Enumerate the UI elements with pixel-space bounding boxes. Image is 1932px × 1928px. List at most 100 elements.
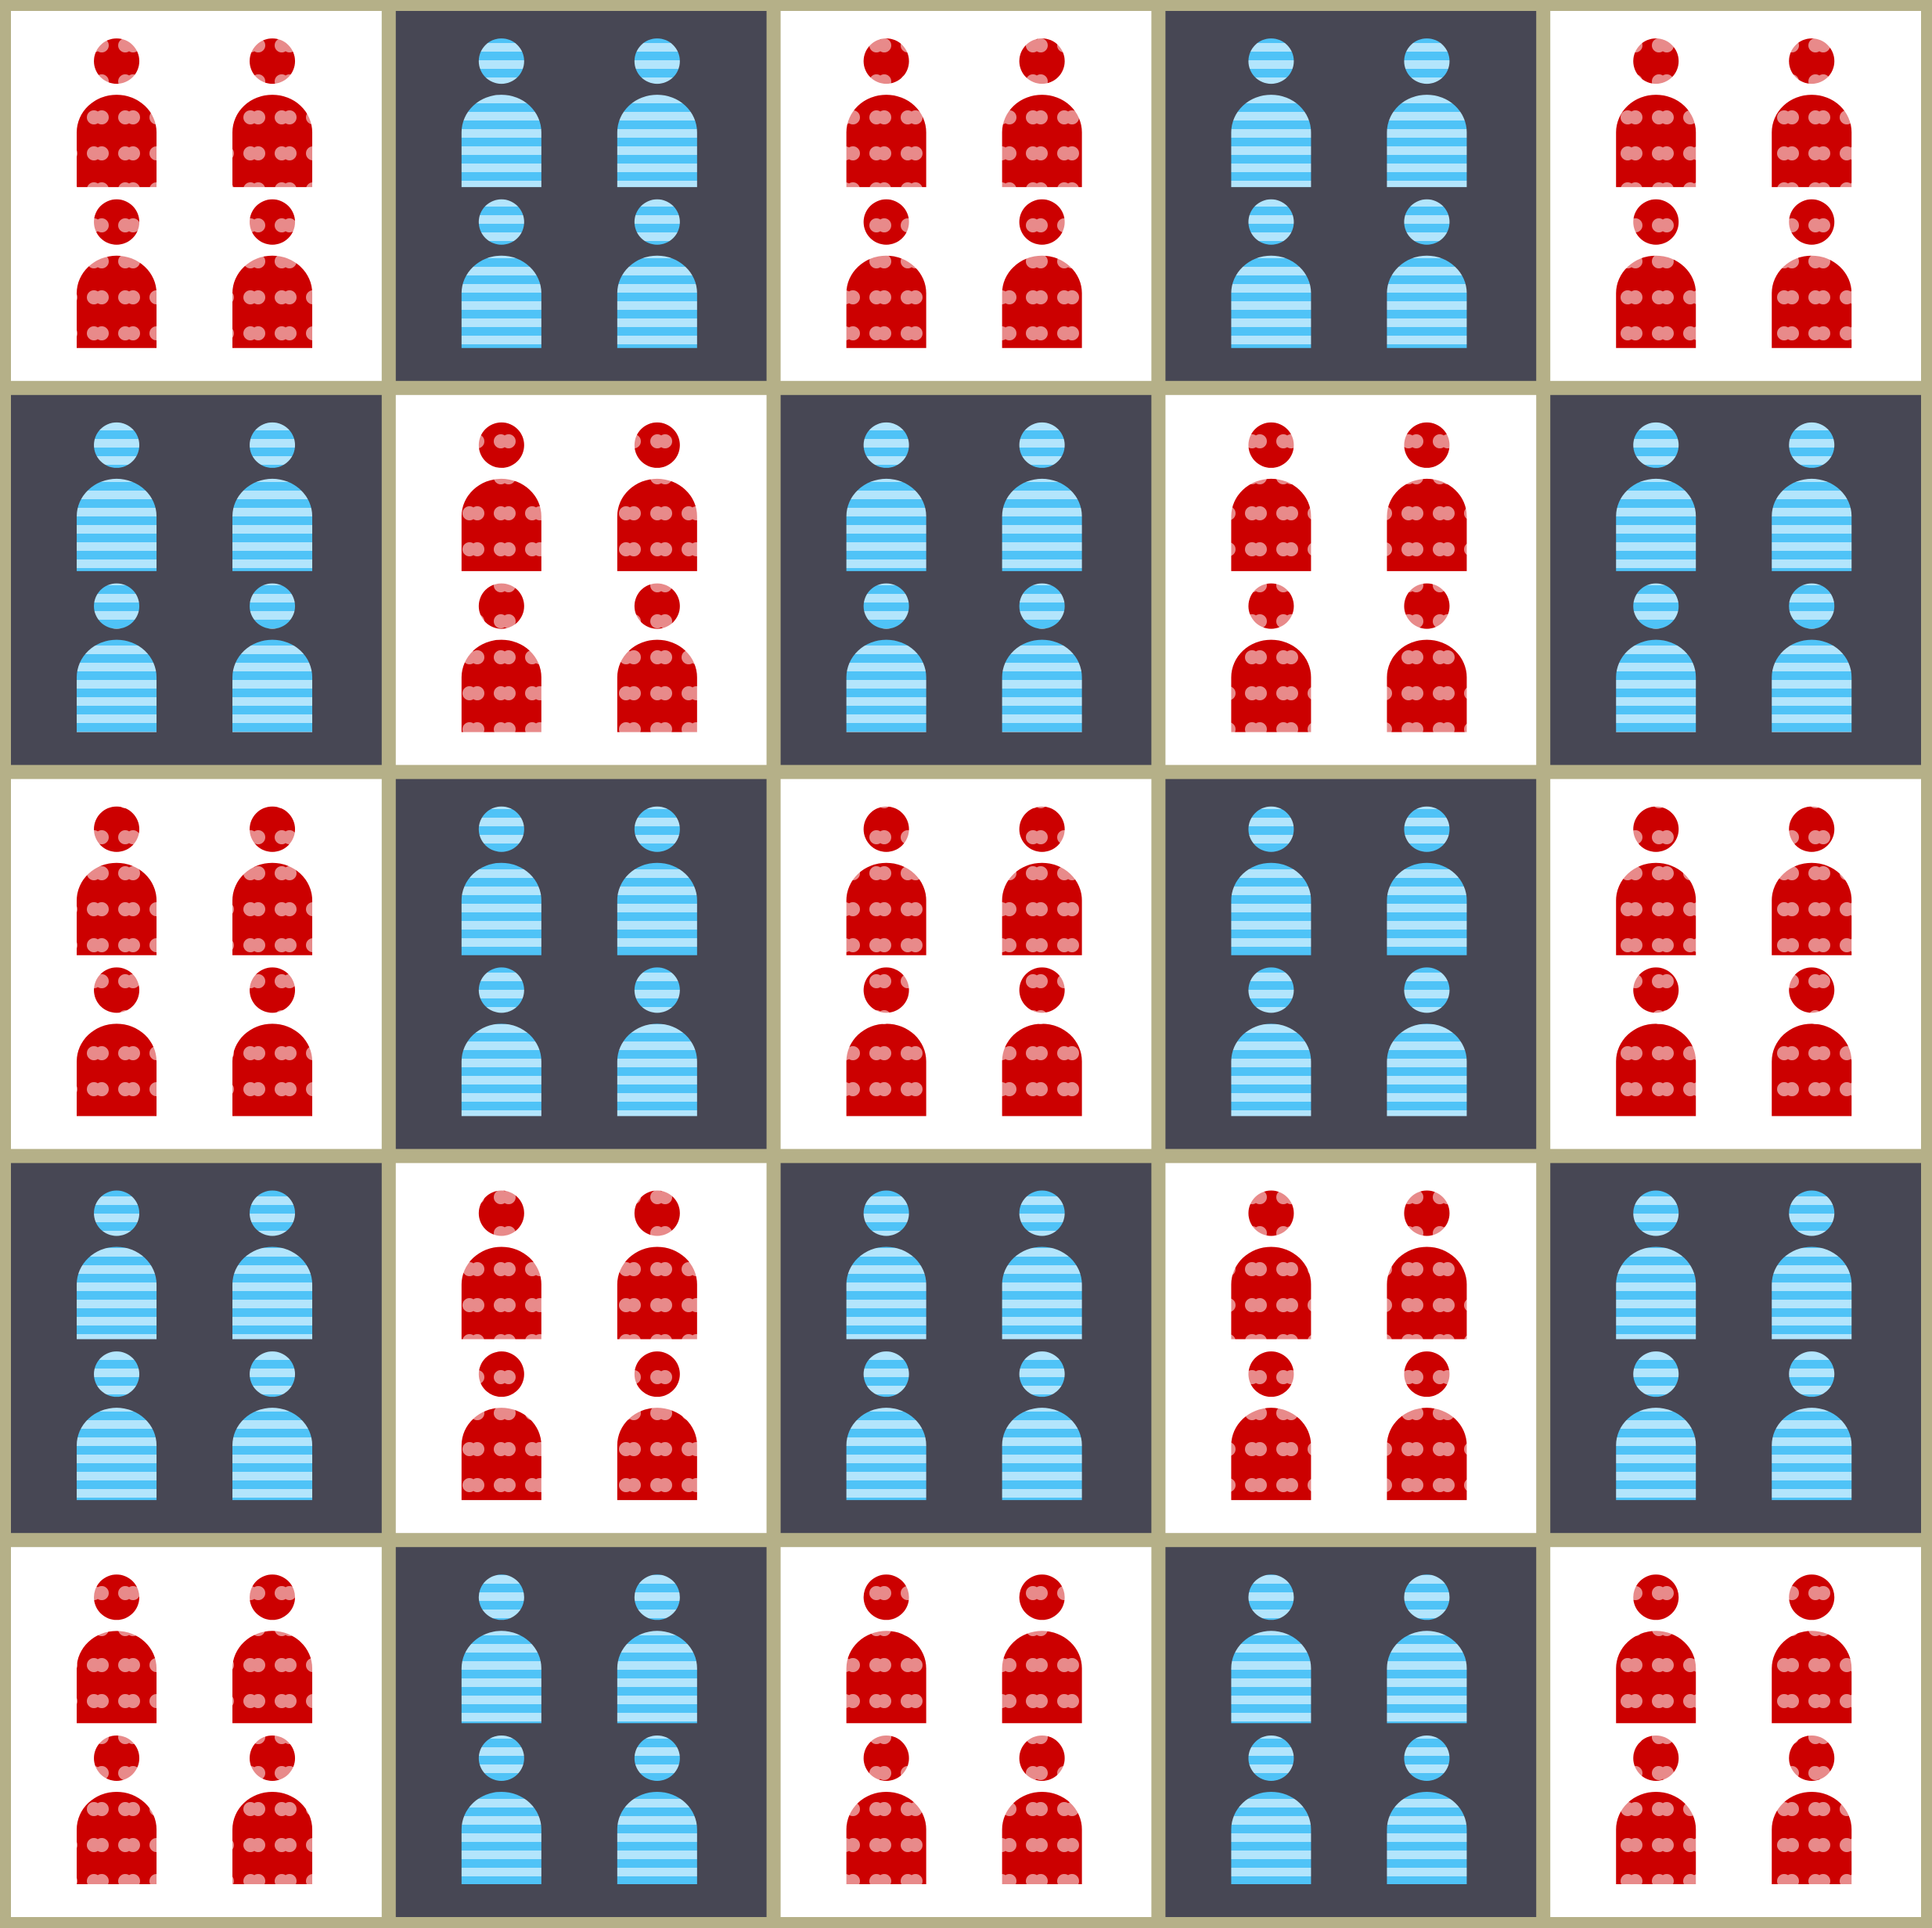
figure-head [1248, 38, 1294, 85]
blue-striped-person-icon [846, 1351, 926, 1501]
red-polka-dot-person-icon [1616, 38, 1696, 188]
board-cell[interactable] [11, 1547, 382, 1917]
board-cell[interactable] [395, 779, 767, 1149]
figure-body [232, 862, 313, 955]
figure-head [94, 38, 140, 85]
figure-head [1789, 1574, 1835, 1620]
figure-head [863, 1190, 909, 1236]
figure-body [1002, 95, 1082, 188]
red-polka-dot-person-icon [846, 38, 926, 188]
figure-body [1387, 1023, 1467, 1117]
figure-head [250, 422, 296, 468]
board-cell[interactable] [1165, 1163, 1537, 1534]
figure-head [1633, 199, 1679, 245]
board-cell[interactable] [395, 1547, 767, 1917]
figure-body [1772, 1631, 1852, 1724]
figure-body [1616, 255, 1696, 348]
figure-head [94, 806, 140, 852]
board-cell[interactable] [1550, 779, 1921, 1149]
blue-striped-person-icon [1772, 1190, 1852, 1340]
figure-body [232, 1408, 313, 1501]
light-cell-background [395, 1163, 767, 1534]
figure-head [1633, 1190, 1679, 1236]
figure-body [617, 255, 697, 348]
figure-head [1633, 806, 1679, 852]
blue-striped-person-icon [1772, 1351, 1852, 1501]
board-cell[interactable] [780, 11, 1152, 381]
board-cell[interactable] [1550, 1163, 1921, 1534]
blue-striped-person-icon [77, 422, 157, 571]
figure-head [1404, 1190, 1450, 1236]
blue-striped-person-icon [617, 199, 697, 348]
figure-body [1772, 1791, 1852, 1884]
board-cell[interactable] [780, 1547, 1152, 1917]
board-cell[interactable] [395, 1163, 767, 1534]
figure-head [1019, 967, 1065, 1013]
blue-striped-person-icon [1616, 1351, 1696, 1501]
figure-head [250, 583, 296, 629]
figure-head [478, 967, 524, 1013]
figure-head [1404, 806, 1450, 852]
figure-head [634, 1351, 680, 1397]
figure-head [478, 1735, 524, 1781]
figure-head [634, 806, 680, 852]
blue-striped-person-icon [461, 199, 541, 348]
figure-body [77, 862, 157, 955]
figure-body [617, 1023, 697, 1117]
figure-head [94, 967, 140, 1013]
blue-striped-person-icon [1002, 422, 1082, 571]
board-cell[interactable] [1550, 394, 1921, 765]
red-polka-dot-person-icon [1231, 1351, 1311, 1501]
figure-body [461, 862, 541, 955]
red-polka-dot-person-icon [1387, 422, 1467, 571]
board-cell[interactable] [780, 1163, 1152, 1534]
board-cell[interactable] [11, 394, 382, 765]
figure-head [1019, 1574, 1065, 1620]
figure-body [846, 639, 926, 732]
board-cell[interactable] [780, 394, 1152, 765]
figure-head [1789, 967, 1835, 1013]
board-cell[interactable] [1165, 1547, 1537, 1917]
figure-body [617, 862, 697, 955]
figure-head [478, 583, 524, 629]
figure-head [94, 583, 140, 629]
blue-striped-person-icon [232, 1351, 313, 1501]
figure-head [634, 1190, 680, 1236]
figure-body [232, 478, 313, 571]
figure-body [617, 478, 697, 571]
blue-striped-person-icon [1002, 1351, 1082, 1501]
board-cell[interactable] [11, 11, 382, 381]
board-cell[interactable] [11, 1163, 382, 1534]
light-cell-background [11, 11, 382, 381]
blue-striped-person-icon [617, 967, 697, 1117]
blue-striped-person-icon [1616, 583, 1696, 732]
figure-head [250, 967, 296, 1013]
dark-cell-background [11, 1163, 382, 1534]
board-cell[interactable] [780, 779, 1152, 1149]
board-cell[interactable] [1550, 11, 1921, 381]
red-polka-dot-person-icon [1002, 967, 1082, 1117]
figure-head [94, 1351, 140, 1397]
red-polka-dot-person-icon [232, 1574, 313, 1724]
board-cell[interactable] [1165, 11, 1537, 381]
figure-body [1772, 862, 1852, 955]
figure-body [232, 1791, 313, 1884]
red-polka-dot-person-icon [617, 1351, 697, 1501]
board-cell[interactable] [1165, 779, 1537, 1149]
board-cell[interactable] [1165, 394, 1537, 765]
red-polka-dot-person-icon [1231, 583, 1311, 732]
light-cell-background [395, 394, 767, 765]
red-polka-dot-person-icon [846, 967, 926, 1117]
figure-body [232, 1246, 313, 1340]
figure-body [232, 95, 313, 188]
figure-body [77, 639, 157, 732]
board-cell[interactable] [395, 11, 767, 381]
figure-head [94, 422, 140, 468]
board-cell[interactable] [11, 779, 382, 1149]
figure-head [1248, 1735, 1294, 1781]
figure-body [232, 1631, 313, 1724]
figure-head [1248, 583, 1294, 629]
board-cell[interactable] [395, 394, 767, 765]
board-cell[interactable] [1550, 1547, 1921, 1917]
figure-head [250, 1190, 296, 1236]
